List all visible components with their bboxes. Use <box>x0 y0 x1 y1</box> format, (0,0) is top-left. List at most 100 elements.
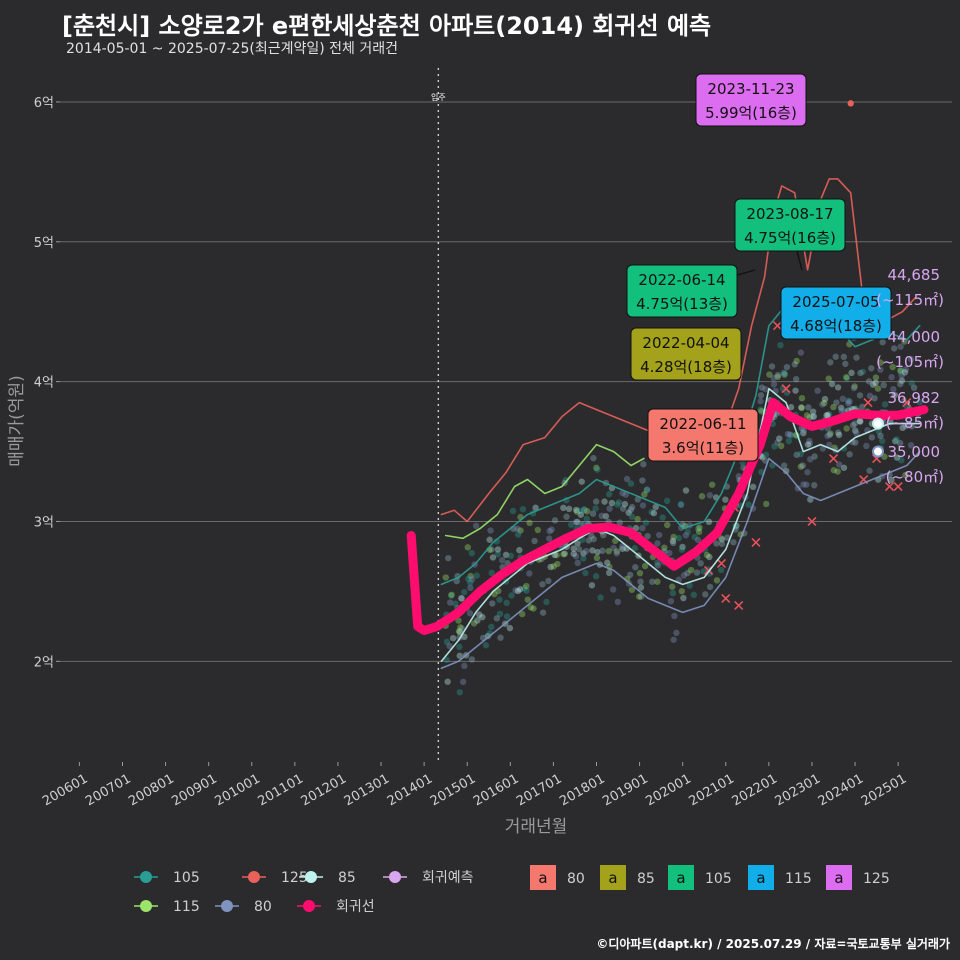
annotation-box <box>626 264 738 318</box>
transaction-dot <box>784 430 792 438</box>
transaction-dot <box>605 491 613 498</box>
transaction-dot <box>482 642 490 649</box>
transaction-dot <box>799 462 806 469</box>
transaction-dot <box>512 587 519 594</box>
transaction-dot <box>806 437 813 445</box>
transaction-dot <box>910 384 918 391</box>
transaction-dot <box>846 451 853 458</box>
x-tick-label: 200601 <box>40 771 90 809</box>
transaction-dot <box>853 429 860 437</box>
transaction-dot <box>467 584 474 592</box>
transaction-dot <box>840 353 848 361</box>
transaction-dot <box>774 439 781 446</box>
transaction-dot <box>797 463 805 470</box>
transaction-dot <box>539 581 546 588</box>
transaction-dot <box>907 441 915 449</box>
annotation-value: 4.75억(13층) <box>636 295 728 313</box>
transaction-dot <box>468 576 476 583</box>
transaction-dot <box>627 480 635 487</box>
transaction-dot <box>798 404 805 411</box>
transaction-dot <box>777 341 784 349</box>
max-price-mark <box>751 537 761 548</box>
x-tick-label: 201101 <box>256 771 306 809</box>
transaction-dot <box>769 462 776 469</box>
transaction-dot <box>461 633 468 641</box>
transaction-dot <box>526 570 533 577</box>
transaction-dot <box>584 508 591 515</box>
transaction-dot <box>507 552 514 560</box>
transaction-dot <box>698 493 706 500</box>
transaction-dot <box>881 401 889 408</box>
transaction-dot <box>621 500 629 508</box>
transaction-dot <box>792 387 799 394</box>
transaction-dot <box>639 477 646 484</box>
transaction-dot <box>902 366 910 373</box>
transaction-dot <box>804 441 812 448</box>
transaction-dot <box>547 563 554 571</box>
legend-box-label: 115 <box>785 871 812 887</box>
transaction-dot <box>879 338 886 346</box>
source-credit: ©디아파트(dapt.kr) / 2025.07.29 / 자료=국토교통부 실… <box>596 937 950 951</box>
transaction-dot <box>488 546 495 553</box>
transaction-dot <box>573 508 581 515</box>
transaction-dot <box>863 442 870 450</box>
transaction-dot <box>866 392 874 400</box>
transaction-dot <box>806 456 814 463</box>
transaction-dot <box>572 518 580 526</box>
transaction-dot <box>833 399 840 406</box>
transaction-dot <box>650 509 658 517</box>
transaction-dot <box>592 498 600 505</box>
transaction-dot <box>476 611 483 618</box>
transaction-dot <box>669 583 676 590</box>
transaction-dot <box>573 518 581 526</box>
transaction-dot <box>806 440 814 448</box>
transaction-dot <box>520 585 528 592</box>
transaction-dot <box>735 473 742 480</box>
legend-box <box>826 865 852 890</box>
legend-box-glyph: a <box>834 869 843 887</box>
transaction-dot <box>786 431 794 438</box>
transaction-dot <box>682 532 690 539</box>
transaction-dot <box>553 551 560 559</box>
transaction-dot <box>546 527 553 535</box>
transaction-dot <box>839 395 846 403</box>
transaction-dot <box>493 615 501 622</box>
transaction-dot <box>583 515 590 523</box>
y-tick-label: 3억 <box>34 515 54 530</box>
transaction-dot <box>489 600 496 607</box>
transaction-dot <box>713 540 720 547</box>
transaction-dot <box>599 547 606 554</box>
transaction-dot <box>623 475 631 483</box>
transaction-dot <box>582 569 589 577</box>
transaction-dot <box>456 643 463 651</box>
max-price-mark <box>828 453 839 464</box>
transaction-dot <box>506 624 514 632</box>
transaction-dot <box>654 559 661 566</box>
transaction-dot <box>524 596 531 603</box>
transaction-dot <box>486 536 493 543</box>
transaction-dot <box>467 572 474 580</box>
transaction-dot <box>659 514 666 521</box>
transaction-dot <box>823 412 830 419</box>
transaction-dot <box>836 461 843 468</box>
transaction-dot <box>749 483 757 491</box>
transaction-dot <box>473 572 480 579</box>
transaction-dot <box>635 593 643 600</box>
transaction-dot <box>722 496 729 503</box>
transaction-dot <box>677 501 685 508</box>
transaction-dot <box>811 453 818 460</box>
transaction-dot <box>487 527 494 534</box>
transaction-dot <box>613 550 620 557</box>
transaction-dot <box>871 395 878 402</box>
transaction-dot <box>825 375 832 382</box>
transaction-dot <box>902 423 910 430</box>
transaction-dot <box>489 554 497 561</box>
transaction-dot <box>846 398 853 405</box>
annotation-box <box>647 408 759 462</box>
transaction-dot <box>641 562 649 570</box>
transaction-dot <box>458 595 465 602</box>
transaction-dot <box>639 502 647 509</box>
transaction-dot <box>604 559 611 566</box>
transaction-dot <box>598 512 605 520</box>
prediction-range: (~105㎡) <box>876 353 944 371</box>
